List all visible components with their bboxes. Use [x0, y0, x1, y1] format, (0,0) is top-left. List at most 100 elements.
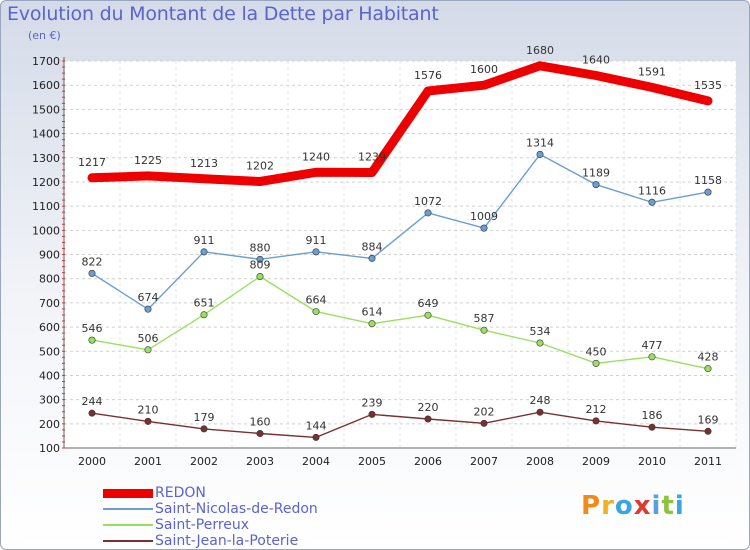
- data-label: 210: [138, 403, 159, 416]
- proxiti-logo: Proxiti: [581, 491, 685, 521]
- data-point: [88, 409, 96, 417]
- series-line: [87, 61, 713, 186]
- y-tick-label: 900: [39, 249, 60, 262]
- data-label: 546: [82, 322, 103, 335]
- data-point: [144, 346, 152, 354]
- data-point: [536, 150, 544, 158]
- data-point: [256, 255, 264, 263]
- data-label: 651: [194, 297, 215, 310]
- data-label: 160: [250, 415, 271, 428]
- data-label: 1189: [582, 167, 610, 180]
- data-point: [480, 419, 488, 427]
- data-label: 1072: [414, 195, 442, 208]
- data-point: [144, 305, 152, 313]
- data-point: [648, 353, 656, 361]
- data-label: 1239: [358, 151, 386, 164]
- data-point: [200, 248, 208, 256]
- y-tick-label: 300: [39, 394, 60, 407]
- legend: REDON Saint-Nicolas-de-Redon Saint-Perre…: [103, 485, 363, 549]
- data-label: 911: [194, 234, 215, 247]
- series-line: [91, 411, 709, 439]
- x-tick-label: 2006: [414, 455, 442, 468]
- data-label: 428: [698, 351, 719, 364]
- series-line: [91, 275, 709, 370]
- data-point: [200, 425, 208, 433]
- data-point: [592, 359, 600, 367]
- data-label: 1314: [526, 136, 554, 149]
- logo-letter: P: [581, 491, 602, 521]
- y-tick-label: 200: [39, 418, 60, 431]
- data-label: 179: [194, 411, 215, 424]
- legend-swatch: [103, 540, 153, 542]
- data-label: 664: [306, 294, 327, 307]
- data-label: 186: [642, 409, 663, 422]
- data-label: 649: [418, 297, 439, 310]
- x-tick-label: 2008: [526, 455, 554, 468]
- y-tick-label: 400: [39, 369, 60, 382]
- data-point: [592, 181, 600, 189]
- data-label: 1225: [134, 154, 162, 167]
- x-tick-label: 2010: [638, 455, 666, 468]
- data-label: 220: [418, 401, 439, 414]
- logo-letter: r: [601, 491, 615, 521]
- data-label: 1591: [638, 65, 666, 78]
- y-tick-label: 1000: [32, 224, 60, 237]
- data-point: [424, 209, 432, 217]
- y-tick-label: 1500: [32, 103, 60, 116]
- data-label: 884: [362, 240, 383, 253]
- data-point: [312, 433, 320, 441]
- data-label: 506: [138, 332, 159, 345]
- data-label: 880: [250, 241, 271, 254]
- y-tick-label: 1300: [32, 152, 60, 165]
- data-point: [256, 273, 264, 281]
- data-point: [648, 423, 656, 431]
- legend-item: Saint-Nicolas-de-Redon: [103, 501, 363, 517]
- legend-label: Saint-Nicolas-de-Redon: [155, 501, 318, 517]
- data-point: [312, 248, 320, 256]
- data-label: 1600: [470, 63, 498, 76]
- data-point: [704, 188, 712, 196]
- data-label: 1680: [526, 44, 554, 57]
- chart-title: Evolution du Montant de la Dette par Hab…: [7, 3, 439, 25]
- y-tick-label: 1100: [32, 200, 60, 213]
- logo-letter: i: [651, 491, 662, 521]
- x-tick-label: 2011: [694, 455, 722, 468]
- data-label: 450: [586, 345, 607, 358]
- data-point: [256, 429, 264, 437]
- data-label: 1213: [190, 157, 218, 170]
- logo-letter: i: [674, 491, 685, 521]
- y-tick-label: 800: [39, 273, 60, 286]
- x-tick-label: 2004: [302, 455, 330, 468]
- data-point: [648, 198, 656, 206]
- data-label: 477: [642, 339, 663, 352]
- legend-label: Saint-Perreux: [155, 517, 250, 533]
- data-point: [88, 269, 96, 277]
- x-tick-label: 2001: [134, 455, 162, 468]
- logo-letter: t: [661, 491, 675, 521]
- data-label: 809: [250, 259, 271, 272]
- data-label: 239: [362, 396, 383, 409]
- data-label: 534: [530, 325, 551, 338]
- x-tick-label: 2009: [582, 455, 610, 468]
- data-point: [424, 415, 432, 423]
- data-point: [536, 339, 544, 347]
- data-label: 614: [362, 306, 383, 319]
- x-tick-label: 2003: [246, 455, 274, 468]
- data-point: [480, 326, 488, 334]
- data-label: 674: [138, 291, 159, 304]
- data-point: [704, 365, 712, 373]
- legend-label: REDON: [155, 485, 206, 501]
- data-label: 1217: [78, 156, 106, 169]
- y-tick-label: 1700: [32, 55, 60, 68]
- data-point: [200, 311, 208, 319]
- data-point: [368, 410, 376, 418]
- data-label: 1576: [414, 69, 442, 82]
- series-line: [91, 153, 709, 310]
- x-tick-label: 2007: [470, 455, 498, 468]
- data-label: 202: [474, 405, 495, 418]
- legend-item: Saint-Perreux: [103, 517, 363, 533]
- data-point: [312, 308, 320, 316]
- data-label: 1535: [694, 79, 722, 92]
